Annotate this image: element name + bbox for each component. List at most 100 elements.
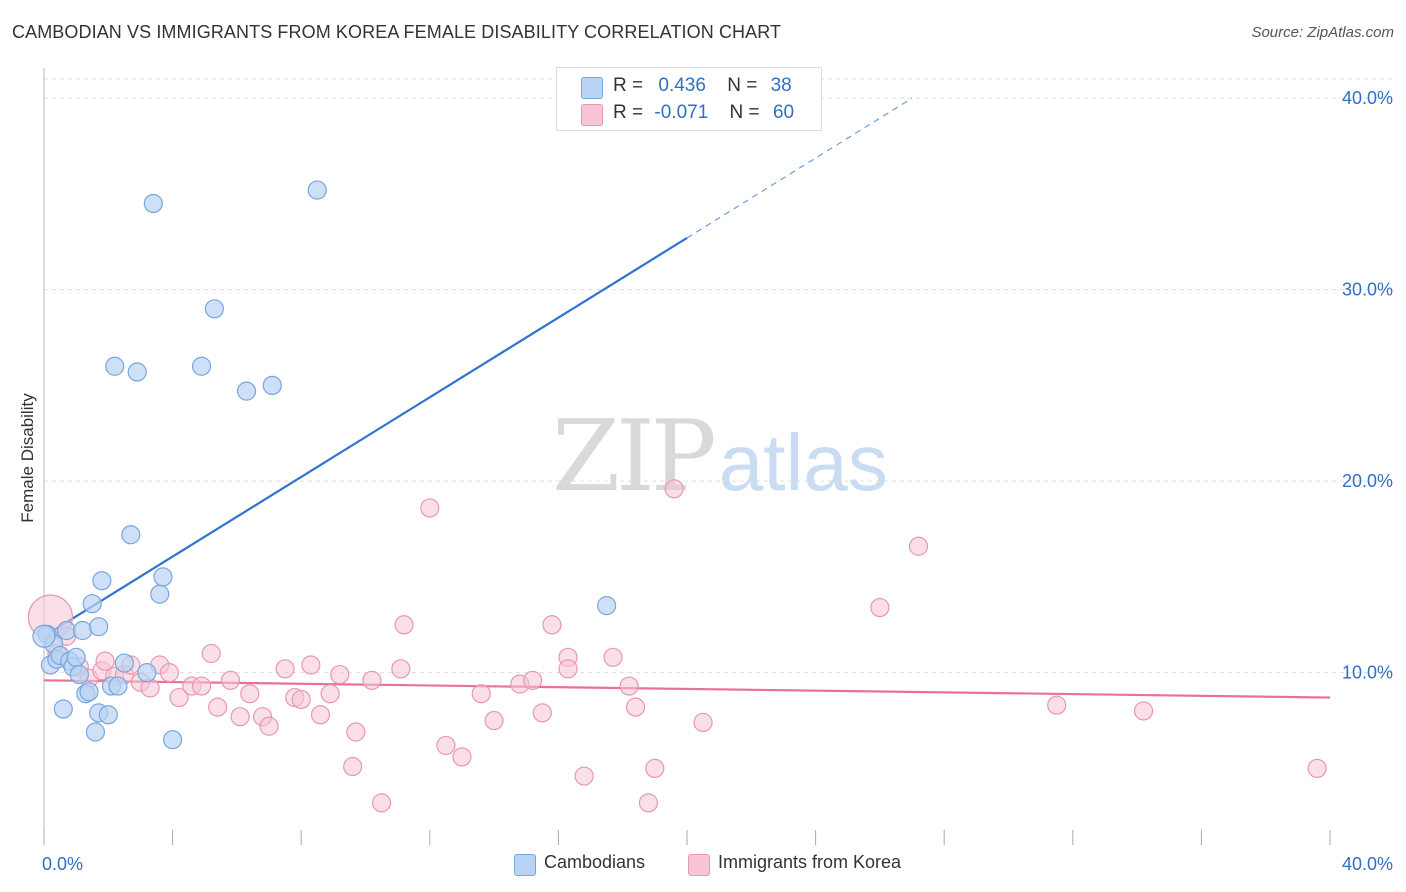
korea-point <box>532 703 552 723</box>
korea-point <box>542 615 562 635</box>
axes <box>43 68 1331 845</box>
korea-point <box>625 697 646 717</box>
korea-point <box>908 536 929 556</box>
data-points <box>27 180 1327 813</box>
legend-r-value: -0.071 <box>654 102 709 123</box>
korea-point <box>523 670 543 690</box>
korea-point <box>371 793 392 813</box>
korea-point <box>201 643 221 664</box>
cambodians-point <box>32 624 56 648</box>
cambodians-point <box>108 676 128 696</box>
korea-point <box>310 705 331 725</box>
x-tick-label: 40.0% <box>1342 854 1393 874</box>
legend-n-value: 60 <box>772 102 795 123</box>
legend-n-value: 38 <box>770 75 792 96</box>
y-tick-label: 20.0% <box>1342 471 1393 491</box>
grid-lines <box>44 78 1392 674</box>
korea-point <box>275 659 295 679</box>
y-tick-label: 30.0% <box>1342 280 1393 300</box>
cambodians-point <box>127 362 147 382</box>
korea-point <box>220 670 241 690</box>
bottom-legend-label-cambodians: Cambodians <box>544 852 646 872</box>
cambodians-trend-line <box>43 237 688 638</box>
cambodians-point <box>150 584 170 604</box>
legend-r-label: R = <box>613 75 644 96</box>
cambodians-point <box>236 381 257 401</box>
cambodians-point <box>153 567 173 587</box>
legend-r-label: R = <box>613 102 644 123</box>
korea-point <box>664 479 684 499</box>
cambodians-point <box>82 594 102 614</box>
cambodians-point <box>92 571 112 591</box>
korea-point <box>603 647 623 667</box>
korea-point <box>394 615 414 635</box>
korea-point <box>169 687 189 708</box>
korea-point <box>346 722 366 742</box>
korea-point <box>1047 695 1067 715</box>
cambodians-point <box>66 647 86 667</box>
cambodians-point <box>69 664 89 685</box>
legend-n-label: N = <box>727 75 758 96</box>
korea-point <box>191 676 212 696</box>
korea-point <box>420 498 440 518</box>
cambodians-point <box>105 356 125 376</box>
korea-point <box>95 651 115 671</box>
cambodians-point <box>79 682 99 702</box>
korea-point <box>1133 701 1154 721</box>
cambodians-point <box>137 663 157 683</box>
korea-point <box>343 756 363 777</box>
legend-swatch-korea <box>581 104 603 126</box>
korea-point <box>391 659 411 679</box>
cambodians-point <box>597 596 617 616</box>
cambodians-trend-extension <box>686 97 913 239</box>
korea-point <box>291 689 311 710</box>
legend-r-value: 0.436 <box>658 75 706 96</box>
korea-point <box>230 707 250 727</box>
stats-legend: R = 0.436 N = 38 R = -0.071 N = 60 <box>556 67 822 131</box>
legend-swatch-cambodians <box>581 77 603 99</box>
korea-point <box>301 655 321 675</box>
trend-lines <box>43 97 1331 699</box>
bottom-legend-swatch-cambodians <box>514 854 536 876</box>
korea-point <box>159 663 179 683</box>
korea-point <box>320 684 340 704</box>
korea-point <box>471 684 491 704</box>
chart-title: CAMBODIAN VS IMMIGRANTS FROM KOREA FEMAL… <box>12 22 782 42</box>
cambodians-point <box>53 699 73 719</box>
cambodians-point <box>56 620 77 641</box>
korea-point <box>1307 758 1327 779</box>
korea-point <box>693 712 713 733</box>
korea-point <box>645 758 665 779</box>
korea-point <box>619 676 639 696</box>
cambodians-point <box>204 299 224 319</box>
cambodians-point <box>163 730 183 750</box>
korea-point <box>574 766 594 786</box>
cambodians-point <box>121 525 141 545</box>
korea-point <box>330 664 350 685</box>
korea-point <box>240 684 260 704</box>
korea-point <box>484 710 504 731</box>
cambodians-point <box>89 617 109 637</box>
legend-n-label: N = <box>729 102 760 123</box>
korea-point <box>259 716 279 736</box>
source-label: Source: ZipAtlas.com <box>1251 24 1394 41</box>
cambodians-point <box>307 180 327 200</box>
bottom-legend-label-korea: Immigrants from Korea <box>718 852 902 872</box>
bottom-legend-swatch-korea <box>688 854 710 876</box>
korea-point <box>208 697 228 717</box>
korea-point <box>870 597 890 618</box>
cambodians-point <box>191 356 212 376</box>
y-tick-label: 40.0% <box>1342 88 1393 108</box>
y-tick-label: 10.0% <box>1342 663 1393 683</box>
korea-point <box>362 670 382 690</box>
x-tick-label: 0.0% <box>42 854 83 874</box>
korea-point <box>452 747 472 767</box>
cambodians-point <box>85 722 106 742</box>
korea-trend-line <box>43 679 1331 699</box>
cambodians-point <box>72 620 93 641</box>
cambodians-point <box>262 375 282 395</box>
cambodians-point <box>114 653 134 673</box>
korea-point <box>638 793 659 813</box>
korea-point <box>558 659 578 679</box>
